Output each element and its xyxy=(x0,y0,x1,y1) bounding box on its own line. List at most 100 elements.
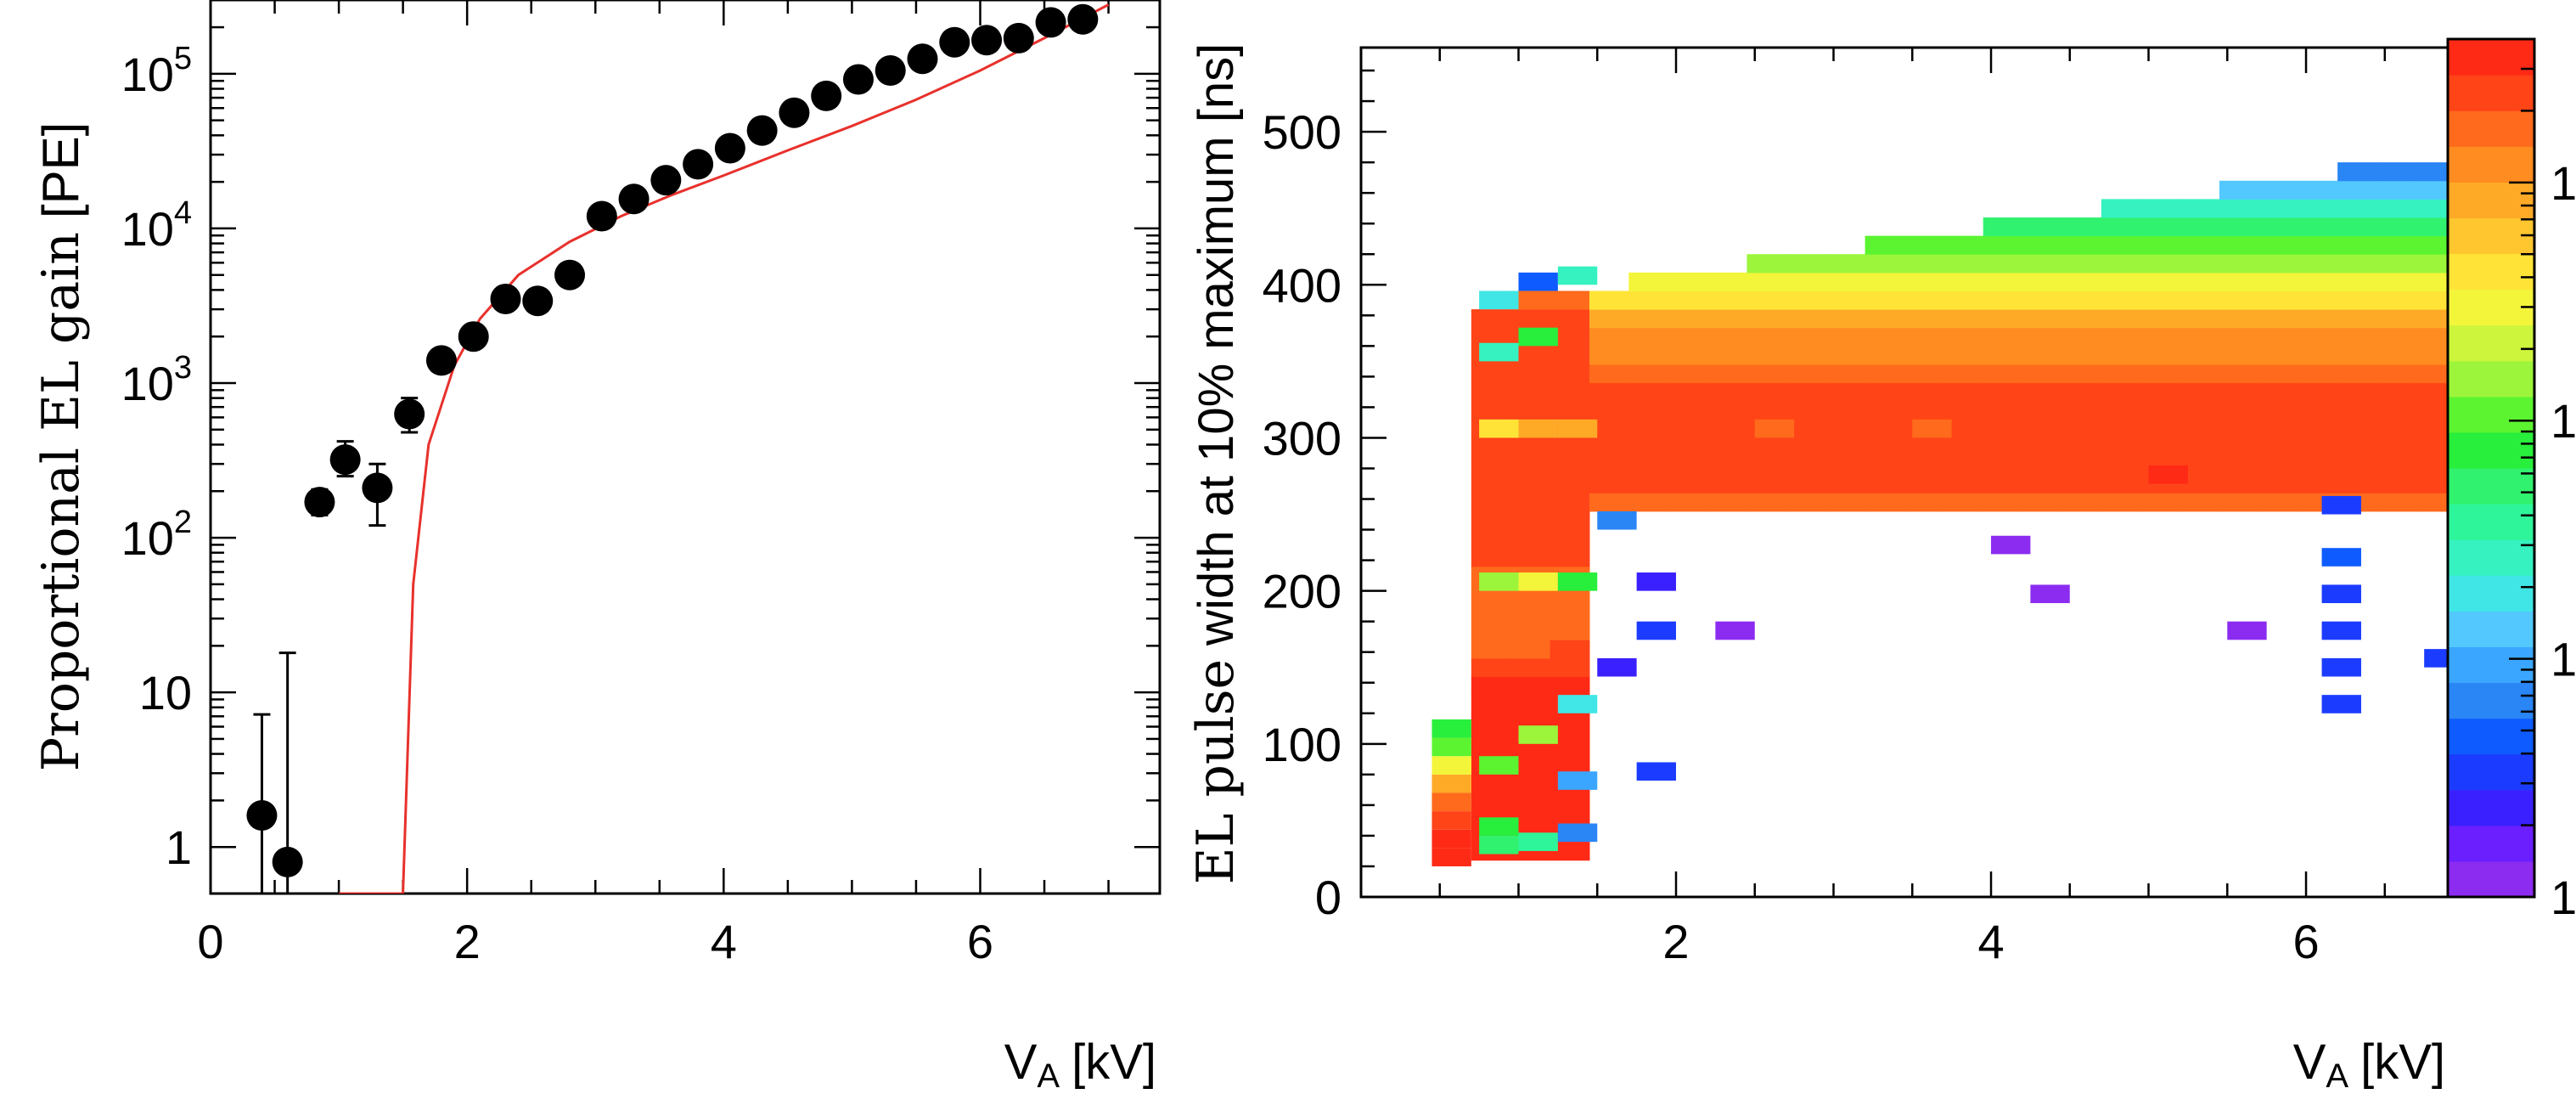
heatmap-cell xyxy=(2416,364,2448,384)
heatmap-cell xyxy=(1550,731,1590,751)
gain-y-tick-label: 105 xyxy=(121,41,192,101)
heatmap-cell xyxy=(1510,657,1551,678)
heatmap-cell xyxy=(2101,272,2141,291)
heatmap-cell xyxy=(2376,199,2417,218)
heatmap-cell xyxy=(2179,199,2220,218)
heatmap-cell xyxy=(2140,217,2181,237)
colorbar-swatch xyxy=(2448,646,2534,684)
pulse-width-y-axis-label-serif: EL pulse xyxy=(1186,659,1246,884)
heatmap-cell xyxy=(1825,401,1866,420)
heatmap-cell xyxy=(2022,272,2063,291)
gain-y-tick-label: 102 xyxy=(121,505,192,565)
heatmap-cell xyxy=(2140,235,2181,255)
heatmap-cell xyxy=(2321,495,2361,515)
heatmap-cell xyxy=(2321,584,2361,604)
colorbar-swatch xyxy=(2448,504,2534,540)
colorbar xyxy=(2448,39,2534,898)
heatmap-cell xyxy=(2061,401,2102,420)
heatmap-cell xyxy=(2416,272,2448,291)
heatmap-cell xyxy=(1471,657,1511,678)
heatmap-cell xyxy=(1431,719,1471,738)
heatmap-cell xyxy=(2258,254,2299,274)
heatmap-cell xyxy=(1865,474,1905,493)
heatmap-cell xyxy=(1865,493,1905,512)
heatmap-cell xyxy=(2061,254,2102,274)
gain-y-tick-label: 10 xyxy=(139,666,192,719)
heatmap-cell xyxy=(1746,493,1787,512)
heatmap-cell xyxy=(1628,474,1669,493)
heatmap-cell xyxy=(1589,456,1629,476)
heatmap-cell xyxy=(1589,309,1629,329)
heatmap-cell xyxy=(2258,364,2299,384)
heatmap-cell xyxy=(2219,401,2259,420)
heatmap-cell xyxy=(1746,364,1787,384)
heatmap-cell xyxy=(1983,272,2023,291)
gain-x-tick-label: 4 xyxy=(711,915,737,968)
heatmap-cell xyxy=(2061,474,2102,493)
heatmap-cell xyxy=(2101,364,2141,384)
heatmap-cell xyxy=(2258,346,2299,365)
heatmap-cell xyxy=(1479,342,1519,362)
heatmap-cell xyxy=(2179,474,2220,493)
heatmap-cell xyxy=(1746,346,1787,365)
heatmap-cell xyxy=(2140,493,2181,512)
heatmap-cell xyxy=(2258,382,2299,402)
heatmap-cell xyxy=(1943,474,1984,493)
heatmap-cell xyxy=(1825,474,1866,493)
heatmap-cell xyxy=(1518,272,1558,291)
heatmap-cell xyxy=(2376,254,2417,274)
colorbar-swatch xyxy=(2448,75,2534,111)
heatmap-cell xyxy=(1943,254,1984,274)
heatmap-cell xyxy=(1628,382,1669,402)
pulse-width-axis-ticks xyxy=(1359,48,2387,899)
heatmap-cell xyxy=(1865,235,1905,255)
heatmap-cell xyxy=(1431,829,1471,849)
data-point xyxy=(522,285,554,317)
heatmap-cell xyxy=(2022,254,2063,274)
heatmap-cell xyxy=(1479,835,1519,854)
heatmap-cell xyxy=(1825,272,1866,291)
heatmap-cell xyxy=(1825,327,1866,347)
data-point xyxy=(842,64,874,95)
heatmap-cell xyxy=(1557,419,1598,438)
heatmap-cell xyxy=(2022,327,2063,347)
heatmap-cell xyxy=(2337,346,2378,365)
heatmap-cell xyxy=(2416,474,2448,493)
colorbar-swatch xyxy=(2448,825,2534,862)
pulse-width-y-tick-label: 500 xyxy=(1263,105,1341,159)
heatmap-cell xyxy=(2219,309,2259,329)
heatmap-cell xyxy=(2179,217,2220,237)
heatmap-cell xyxy=(1707,493,1747,512)
heatmap-cell xyxy=(1943,493,1984,512)
heatmap-cell xyxy=(1550,787,1590,806)
heatmap-cell xyxy=(1983,419,2023,438)
heatmap-cell xyxy=(1943,437,1984,457)
heatmap-cell xyxy=(2101,254,2141,274)
heatmap-cell xyxy=(2337,327,2378,347)
heatmap-cell xyxy=(1668,364,1708,384)
gain-x-tick-label: 0 xyxy=(197,915,223,968)
heatmap-cell xyxy=(1550,676,1590,696)
heatmap-cell xyxy=(1904,327,1944,347)
heatmap-cell xyxy=(1510,493,1551,512)
heatmap-cell xyxy=(1479,572,1519,591)
heatmap-cell xyxy=(1510,456,1551,476)
heatmap-cell xyxy=(2179,290,2220,310)
heatmap-cell xyxy=(1825,254,1866,274)
heatmap-cell xyxy=(2140,437,2181,457)
heatmap-cell xyxy=(1518,725,1558,744)
heatmap-cell xyxy=(1471,309,1511,329)
heatmap-cell xyxy=(1825,346,1866,365)
heatmap-cell xyxy=(2298,254,2338,274)
gain-y-tick-label-base: 10 xyxy=(121,48,174,101)
heatmap-cell xyxy=(2416,327,2448,347)
heatmap-cell xyxy=(2061,272,2102,291)
heatmap-cell xyxy=(2179,364,2220,384)
heatmap-cell xyxy=(1550,382,1590,402)
heatmap-cell xyxy=(2298,364,2338,384)
heatmap-cell xyxy=(2416,217,2448,237)
heatmap-cell xyxy=(1943,327,1984,347)
heatmap-cell xyxy=(1510,548,1551,567)
heatmap-cell xyxy=(1471,529,1511,549)
